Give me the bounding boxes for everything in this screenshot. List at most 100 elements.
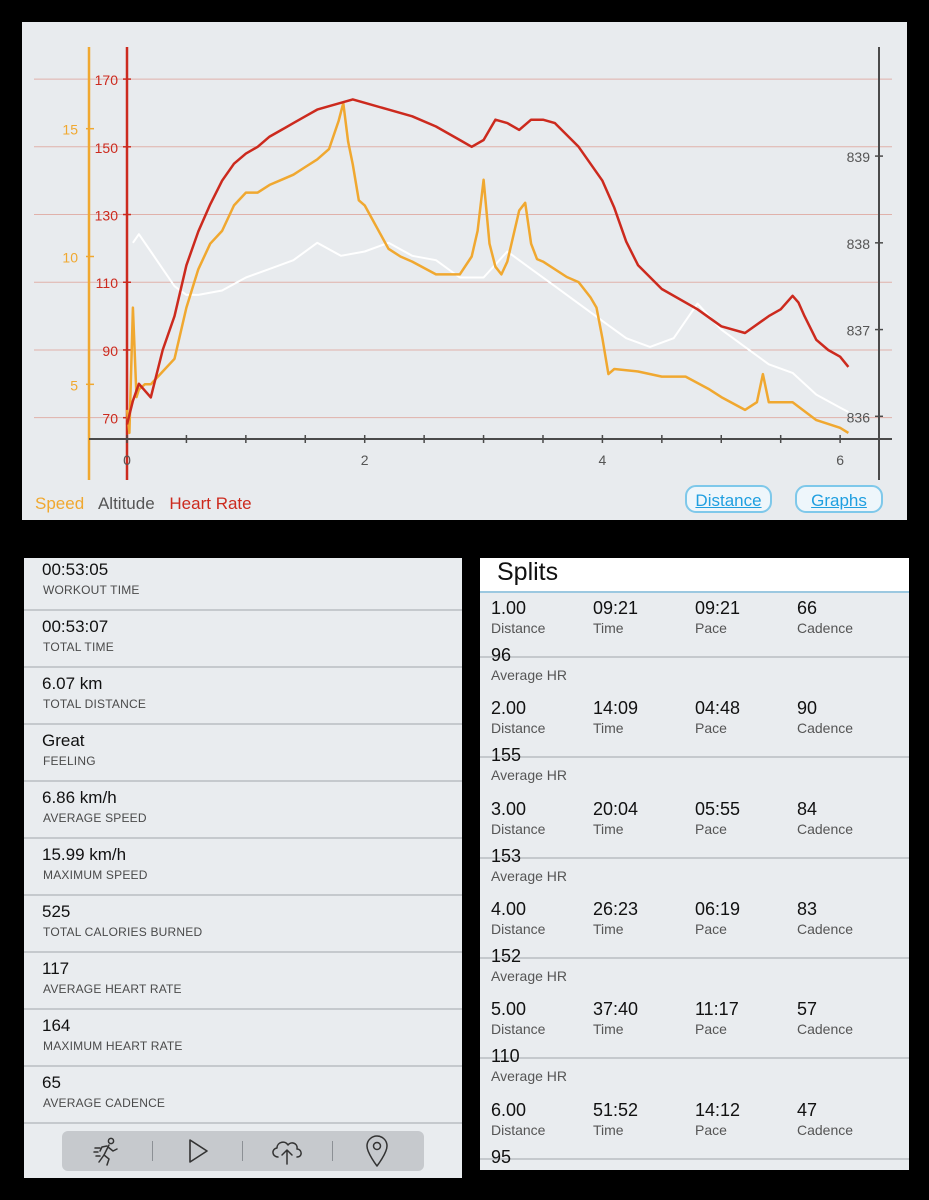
split-time-label: Time — [593, 1021, 624, 1038]
split-distance: 5.00 Distance — [491, 999, 545, 1037]
split-time-value: 26:23 — [593, 898, 639, 919]
stat-row: 15.99 km/h MAXIMUM SPEED — [24, 839, 462, 896]
speed-tick-label: 5 — [70, 377, 78, 393]
split-average-hr-value: 152 — [491, 945, 522, 966]
stat-row: 65 AVERAGE CADENCE — [24, 1067, 462, 1124]
split-pace-label: Pace — [695, 920, 727, 937]
stat-label: AVERAGE CADENCE — [43, 1096, 166, 1110]
map-pin-icon — [366, 1135, 388, 1167]
stat-row: 6.07 km TOTAL DISTANCE — [24, 668, 462, 725]
map-tab[interactable] — [332, 1131, 422, 1171]
legend-altitude: Altitude — [97, 494, 155, 513]
split-cadence: 83 Cadence — [797, 899, 853, 937]
split-time: 09:21 Time — [593, 598, 638, 636]
split-pace-value: 11:17 — [695, 999, 739, 1020]
speed-tick-label: 10 — [62, 250, 78, 266]
split-pace: 09:21 Pace — [695, 598, 740, 636]
split-average-hr: 152 Average HR — [491, 946, 567, 984]
split-pace-value: 05:55 — [695, 798, 741, 819]
chart-legend: Speed Altitude Heart Rate — [35, 494, 262, 514]
split-cadence: 84 Cadence — [797, 799, 853, 837]
split-cadence: 66 Cadence — [797, 598, 853, 636]
split-pace: 06:19 Pace — [695, 899, 740, 937]
stat-row: 525 TOTAL CALORIES BURNED — [24, 896, 462, 953]
split-cadence: 90 Cadence — [797, 698, 853, 736]
hr-tick-label: 150 — [95, 140, 119, 156]
split-time-label: Time — [593, 820, 624, 837]
split-cadence-value: 83 — [797, 898, 818, 919]
stat-value: 00:53:05 — [42, 560, 109, 579]
split-cadence-value: 66 — [797, 598, 818, 618]
split-time: 20:04 Time — [593, 799, 638, 837]
speed-tick-label: 15 — [62, 122, 78, 138]
split-time-label: Time — [593, 1121, 624, 1138]
split-distance: 1.00 Distance — [491, 598, 545, 636]
upload-tab[interactable] — [242, 1131, 332, 1171]
stat-value: 15.99 km/h — [42, 845, 127, 864]
legend-speed: Speed — [35, 494, 85, 513]
split-distance: 2.00 Distance — [491, 698, 545, 736]
split-row: 1.00 Distance 09:21 Time 09:21 Pace 66 Cadence 9… — [480, 558, 909, 683]
altitude-tick-label: 839 — [847, 149, 871, 165]
split-pace-value: 09:21 — [695, 598, 741, 618]
split-average-hr-label: Average HR — [491, 1068, 568, 1085]
legend-heart-rate: Heart Rate — [169, 494, 252, 513]
split-time-value: 37:40 — [593, 999, 639, 1020]
split-time-value: 51:52 — [593, 1099, 639, 1120]
stat-value: 6.07 km — [42, 674, 103, 693]
stat-label: TOTAL CALORIES BURNED — [43, 925, 203, 939]
hr-tick-label: 110 — [96, 275, 119, 291]
stat-value: 6.86 km/h — [42, 788, 117, 807]
x-tick-label: 4 — [599, 452, 607, 468]
split-pace-label: Pace — [695, 720, 727, 737]
split-distance: 3.00 Distance — [491, 799, 545, 837]
stat-label: AVERAGE HEART RATE — [43, 982, 182, 996]
play-icon — [189, 1139, 208, 1163]
split-row: 3.00 Distance 20:04 Time 05:55 Pace 84 Cadence 1… — [480, 759, 909, 884]
split-distance-value: 5.00 — [491, 999, 527, 1020]
split-distance-value: 1.00 — [491, 598, 527, 618]
split-average-hr-value: 155 — [491, 745, 522, 766]
split-distance-value: 4.00 — [491, 898, 527, 919]
hr-tick-label: 90 — [102, 343, 118, 359]
split-distance-label: Distance — [491, 920, 546, 937]
split-pace: 05:55 Pace — [695, 799, 740, 837]
split-cadence: 47 Cadence — [797, 1100, 853, 1138]
split-distance-label: Distance — [491, 820, 546, 837]
split-cadence-label: Cadence — [797, 920, 854, 937]
split-pace: 14:12 Pace — [695, 1100, 740, 1138]
runner-icon — [93, 1137, 118, 1166]
stat-value: 00:53:07 — [42, 617, 109, 636]
workout-tab[interactable] — [62, 1131, 152, 1171]
stat-row: 00:53:07 TOTAL TIME — [24, 611, 462, 668]
x-tick-label: 0 — [123, 452, 131, 468]
play-tab[interactable] — [152, 1131, 242, 1171]
split-time-value: 14:09 — [593, 698, 639, 719]
split-distance: 4.00 Distance — [491, 899, 545, 937]
stat-row: 164 MAXIMUM HEART RATE — [24, 1010, 462, 1067]
split-average-hr-label: Average HR — [491, 867, 568, 884]
split-distance-label: Distance — [491, 1121, 546, 1138]
split-pace-value: 04:48 — [695, 698, 741, 719]
split-time-label: Time — [593, 720, 624, 737]
split-row: 5.00 Distance 37:40 Time 11:17 Pace 57 Cadence 1… — [480, 959, 909, 1084]
splits-panel: Splits 1.00 Distance 09:21 Time 09:21 Pace 66 C… — [480, 558, 909, 1170]
stat-label: WORKOUT TIME — [43, 583, 140, 597]
split-average-hr-value: 95 — [491, 1146, 512, 1167]
workout-chart-panel: 5 10 15 70 90 110 130 150 170 836 837 838 839 0 2 4 6 Sp… — [22, 22, 907, 520]
split-time-label: Time — [593, 620, 624, 636]
split-average-hr: 95 Average HR — [491, 1147, 567, 1171]
stat-value: 65 — [42, 1073, 61, 1092]
speed-series-line — [125, 101, 850, 435]
stat-label: TOTAL TIME — [43, 640, 114, 654]
split-time: 26:23 Time — [593, 899, 638, 937]
heart-rate-series-line — [125, 98, 850, 425]
stat-label: AVERAGE SPEED — [43, 811, 147, 825]
distance-button[interactable]: Distance — [685, 485, 772, 513]
split-average-hr: 110 Average HR — [491, 1046, 567, 1084]
graphs-button[interactable]: Graphs — [795, 485, 883, 513]
split-cadence-value: 90 — [797, 698, 818, 719]
split-time-value: 09:21 — [593, 598, 639, 618]
split-cadence-label: Cadence — [797, 720, 854, 737]
stat-value: 164 — [42, 1016, 71, 1035]
